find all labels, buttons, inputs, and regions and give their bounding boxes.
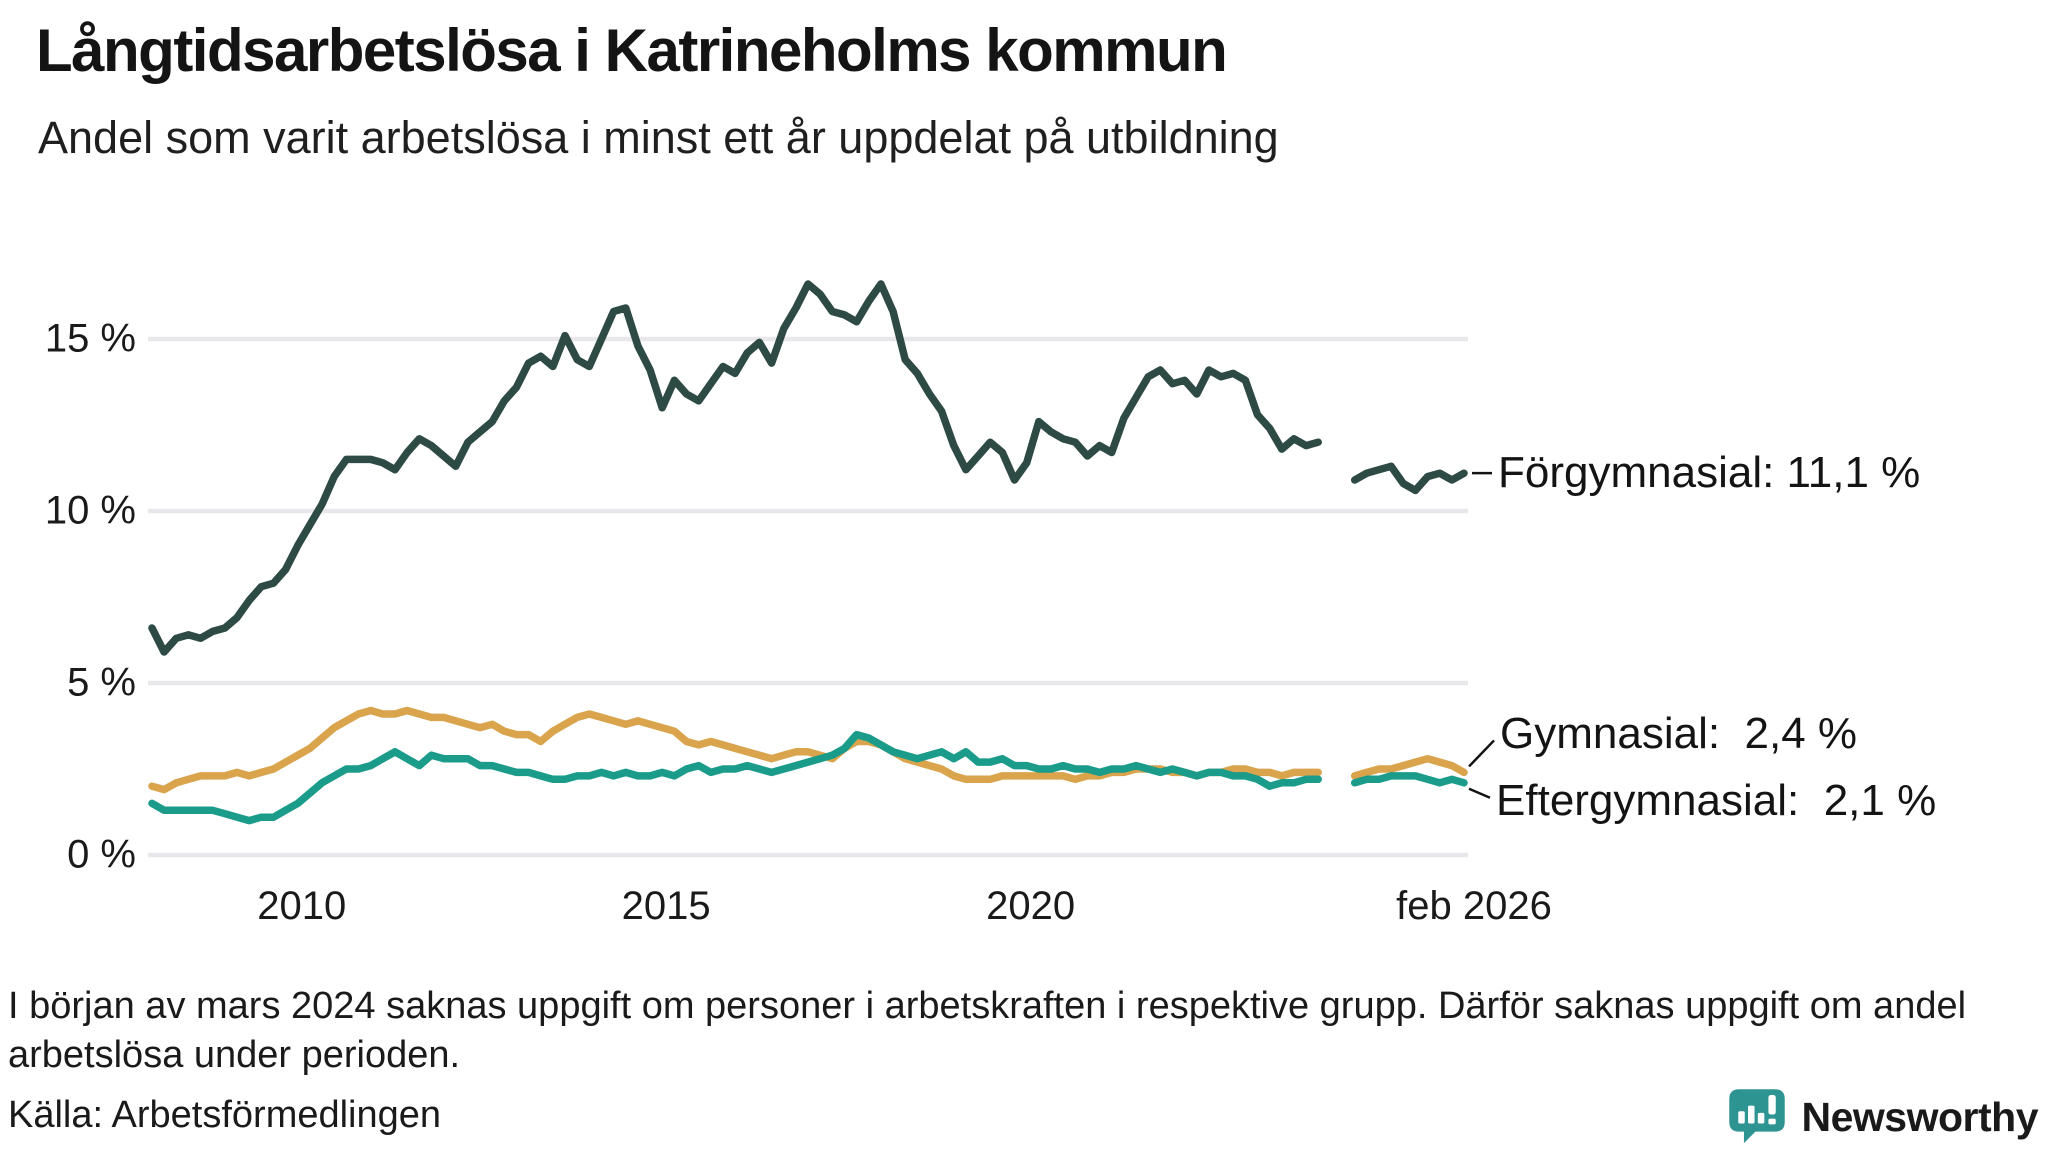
source-text: Källa: Arbetsförmedlingen: [8, 1094, 442, 1136]
page-title: Långtidsarbetslösa i Katrineholms kommun: [36, 17, 1228, 84]
footnote-text: I början av mars 2024 saknas uppgift om …: [8, 985, 1967, 1076]
newsworthy-logo-text: Newsworthy: [1801, 1093, 2039, 1140]
y-tick-label: 0 %: [67, 832, 136, 877]
series-line-eftergymnasial: [1350, 772, 1468, 787]
series-end-label-1: Gymnasial: 2,4 %: [1500, 709, 1858, 759]
y-tick-label: 15 %: [44, 316, 136, 361]
series-end-label-0: Förgymnasial: 11,1 %: [1498, 448, 1921, 498]
newsworthy-bubble-chart-icon: [1728, 1089, 1785, 1144]
page-subtitle: Andel som varit arbetslösa i minst ett å…: [38, 112, 1279, 163]
newsworthy-logo: Newsworthy: [1726, 1086, 2039, 1148]
x-tick-label: 2010: [257, 884, 347, 928]
label-connector-gymnasial: [1468, 739, 1495, 768]
y-tick-label: 5 %: [67, 660, 136, 705]
series-line-eftergymnasial: [148, 730, 1322, 825]
x-tick-label: feb 2026: [1396, 884, 1552, 928]
x-tick-label: 2020: [986, 884, 1076, 928]
x-tick-label: 2015: [621, 884, 711, 928]
label-connector-eftergymnasial: [1468, 787, 1491, 799]
series-line-gymnasial: [1350, 754, 1468, 780]
series-end-label-2: Eftergymnasial: 2,1 %: [1496, 775, 1937, 825]
series-line-förgymnasial: [148, 280, 1322, 656]
series-line-förgymnasial: [1350, 462, 1468, 495]
y-tick-label: 10 %: [44, 488, 136, 533]
